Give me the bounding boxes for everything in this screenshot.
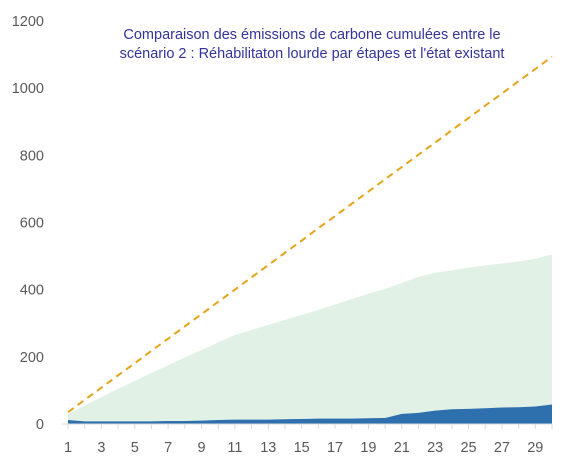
- y-tick-label: 400: [20, 283, 44, 299]
- series-line-dashed-orange: [67, 55, 553, 414]
- series-area-light-green: [68, 254, 552, 424]
- y-tick-label: 200: [20, 350, 44, 366]
- x-tick-label: 21: [394, 440, 410, 456]
- x-tick-label: 3: [97, 440, 105, 456]
- y-axis-ticks: 0 200 400 600 800 1000 1200: [12, 14, 44, 433]
- x-tick-label: 9: [197, 440, 205, 456]
- x-tick-label: 5: [131, 440, 139, 456]
- x-tick-label: 17: [327, 440, 343, 456]
- x-tick-label: 27: [494, 440, 510, 456]
- series-layer: [67, 55, 553, 424]
- y-tick-label: 0: [36, 417, 44, 433]
- x-tick-label: 1: [64, 440, 72, 456]
- x-tick-label: 7: [164, 440, 172, 456]
- x-tick-label: 25: [460, 440, 476, 456]
- x-axis-ticks: 1 3 5 7 9 11 13 15 17 19 21 23 25 27 29: [64, 424, 553, 456]
- series-area-blue: [68, 404, 552, 424]
- y-tick-label: 600: [20, 216, 44, 232]
- x-tick-label: 19: [360, 440, 376, 456]
- chart-title-line-2: scénario 2 : Réhabilitaton lourde par ét…: [120, 46, 505, 62]
- y-tick-label: 1200: [12, 14, 44, 30]
- x-tick-label: 15: [294, 440, 310, 456]
- chart-title-line-1: Comparaison des émissions de carbone cum…: [123, 27, 500, 43]
- x-tick-label: 23: [427, 440, 443, 456]
- y-tick-label: 1000: [12, 81, 44, 97]
- y-tick-label: 800: [20, 148, 44, 164]
- chart-title: Comparaison des émissions de carbone cum…: [120, 27, 505, 62]
- x-tick-label: 29: [527, 440, 543, 456]
- x-tick-label: 13: [260, 440, 276, 456]
- x-tick-label: 11: [227, 440, 242, 456]
